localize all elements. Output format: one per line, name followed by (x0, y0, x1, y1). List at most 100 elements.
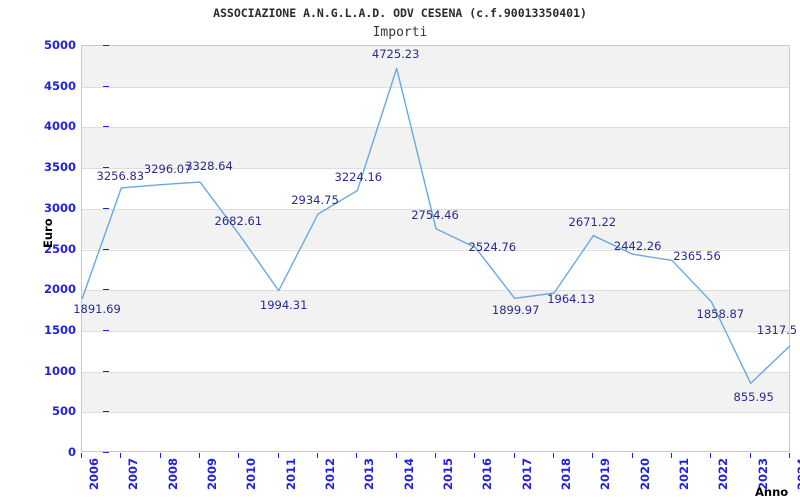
x-axis-tick-label: 2013 (362, 458, 377, 491)
page-title: ASSOCIAZIONE A.N.G.L.A.D. ODV CESENA (c.… (213, 6, 587, 20)
x-axis-tick-mark (631, 453, 633, 458)
y-axis-tick-label: 3500 (43, 160, 76, 175)
data-point-label: 1964.13 (547, 292, 595, 307)
background-band (82, 371, 789, 413)
y-axis-tick-mark (103, 167, 109, 169)
data-point-label: 3296.07 (143, 161, 192, 176)
gridline (82, 168, 789, 170)
y-axis-tick-label: 3000 (43, 200, 76, 215)
x-axis-tick-mark (710, 453, 712, 458)
data-point-label: 3256.83 (96, 168, 145, 183)
data-point-label: 2365.56 (673, 249, 721, 264)
series-line (81, 67, 791, 385)
x-axis-tick-label: 2010 (244, 458, 259, 491)
plot-area (81, 45, 791, 452)
x-axis-tick-label: 2009 (205, 458, 219, 491)
x-axis-tick-mark (317, 453, 318, 458)
data-point-label: 1858.87 (696, 306, 745, 321)
x-axis-tick-mark (159, 453, 161, 458)
y-axis-tick-mark (103, 452, 109, 453)
x-axis-tick-mark (356, 453, 358, 458)
x-axis-tick-mark (199, 453, 200, 458)
y-axis-tick-mark (103, 45, 109, 46)
y-axis-tick-mark (103, 207, 109, 209)
x-axis-tick-label: 2007 (126, 458, 141, 491)
data-point-label: 2524.76 (468, 240, 517, 255)
data-point-label: 4725.23 (371, 47, 420, 62)
x-axis-tick-label: 2018 (559, 458, 573, 491)
y-axis-tick-label: 5000 (43, 38, 76, 52)
x-axis-tick-mark (435, 453, 436, 458)
x-axis-tick-mark (238, 453, 240, 458)
gridline (82, 412, 789, 414)
x-axis-tick-label: 2019 (598, 458, 613, 491)
x-axis-title: Anno (755, 485, 789, 499)
y-axis-tick-label: 4500 (43, 78, 76, 93)
x-axis-tick-mark (395, 453, 397, 458)
x-axis-tick-label: 2020 (637, 458, 652, 491)
x-axis-tick-label: 2008 (165, 458, 180, 491)
y-axis-tick-mark (103, 289, 109, 291)
x-axis-tick-label: 2011 (283, 458, 298, 491)
y-axis-tick-mark (103, 329, 109, 331)
y-axis-tick-label: 1500 (43, 322, 76, 337)
x-axis-tick-label: 2015 (441, 458, 455, 491)
y-axis-tick-mark (103, 370, 109, 372)
x-axis-tick-label: 2016 (480, 458, 495, 491)
x-axis-tick-label: 2017 (519, 458, 534, 491)
gridline (82, 208, 789, 210)
chart-subtitle: Importi (372, 25, 428, 40)
y-axis-tick-mark (103, 126, 109, 128)
y-axis-tick-label: 1000 (43, 363, 76, 378)
gridline (82, 249, 789, 251)
data-point-label: 855.95 (733, 390, 774, 405)
y-axis-title: Euro (41, 218, 55, 248)
y-axis-tick-label: 500 (51, 404, 76, 419)
background-band (82, 46, 789, 87)
data-point-label: 2442.26 (613, 239, 662, 254)
x-axis-tick-mark (81, 453, 82, 458)
x-axis-tick-mark (513, 453, 515, 458)
data-point-label: 2754.46 (411, 207, 459, 222)
x-axis-tick-label: 2006 (87, 458, 101, 491)
x-axis-tick-mark (749, 453, 751, 458)
y-axis-tick-mark (103, 248, 109, 250)
x-axis-tick-mark (474, 453, 476, 458)
y-axis-tick-label: 2000 (43, 282, 76, 297)
x-axis-tick-label: 2024 (795, 458, 800, 491)
y-axis-tick-label: 4000 (43, 119, 76, 134)
y-axis-tick-label: 2500 (43, 241, 76, 256)
line-series (81, 67, 791, 385)
data-point-label: 3224.16 (334, 169, 383, 184)
y-axis-ticks: 0 500 1000 1500 2000 2500 3000 3500 4000 4500 5000 (28, 38, 109, 459)
x-axis-tick-mark (277, 453, 279, 458)
x-axis-tick-mark (553, 453, 554, 458)
data-point-label: 1891.69 (73, 302, 121, 317)
x-axis-tick-label: 2012 (323, 458, 337, 491)
x-axis-ticks: 2006 2007 2008 2009 2010 2011 2012 2013 2014 2015… (0, 453, 800, 500)
data-point-label: 1899.97 (491, 303, 540, 318)
data-point-label: 2682.61 (214, 213, 263, 228)
gridline (82, 127, 789, 129)
data-point-label: 3328.64 (185, 159, 233, 174)
data-point-label: 2671.22 (568, 214, 617, 229)
gridline (82, 86, 789, 88)
x-axis-tick-label: 2014 (401, 458, 416, 491)
x-axis-tick-label: 2022 (716, 458, 731, 491)
background-band (82, 127, 789, 169)
x-axis-tick-mark (671, 453, 672, 458)
gridline (82, 290, 789, 292)
data-point-label: 1317.5 (756, 322, 798, 337)
data-point-label: 1994.31 (259, 297, 308, 312)
x-axis-tick-mark (592, 453, 594, 458)
y-axis-tick-mark (103, 85, 109, 87)
data-point-label: 2934.75 (291, 193, 339, 208)
y-axis-tick-label: 0 (67, 445, 76, 459)
x-axis-tick-mark (120, 453, 122, 458)
y-axis-tick-mark (103, 411, 109, 413)
background-band (82, 290, 789, 331)
gridline (82, 330, 789, 332)
x-axis-tick-label: 2021 (677, 458, 691, 491)
gridline (82, 371, 789, 373)
